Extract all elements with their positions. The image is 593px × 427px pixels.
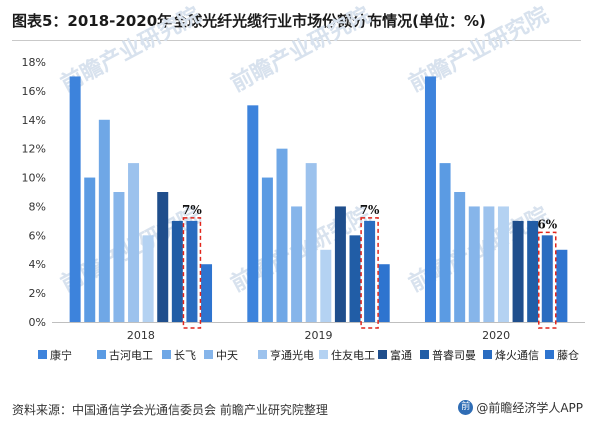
- x-tick-label: 2020: [482, 329, 510, 342]
- highlight-box: [182, 217, 202, 329]
- legend-swatch: [319, 350, 328, 359]
- legend-swatch: [162, 350, 171, 359]
- legend-swatch: [483, 350, 492, 359]
- bar: [113, 192, 125, 322]
- bar: [276, 148, 288, 322]
- y-tick-label: 14%: [22, 114, 46, 127]
- legend-swatch: [420, 350, 429, 359]
- highlight-box: [538, 231, 557, 329]
- bar: [364, 220, 376, 322]
- title-divider: [12, 40, 581, 41]
- bar: [541, 235, 553, 322]
- legend-swatch: [204, 350, 213, 359]
- legend-label: 亨通光电: [270, 348, 314, 362]
- annotation-label: 7%: [182, 203, 202, 217]
- y-tick-label: 16%: [22, 85, 46, 98]
- bar: [556, 249, 568, 322]
- legend-label: 中天: [216, 349, 238, 362]
- bar: [483, 206, 495, 322]
- legend-label: 长飞: [174, 349, 196, 362]
- chart-title: 图表5：2018-2020年全球光纤光缆行业市场份额分布情况(单位：%): [12, 12, 486, 30]
- bar: [84, 177, 96, 322]
- bar: [512, 220, 524, 322]
- y-tick-label: 2%: [29, 287, 46, 300]
- bar-chart: 前瞻产业研究院前瞻产业研究院前瞻产业研究院前瞻产业研究院前瞻产业研究院前瞻产业研…: [22, 2, 585, 362]
- legend-label: 藤仓: [557, 348, 579, 362]
- bar: [527, 220, 539, 322]
- bar: [171, 220, 183, 322]
- bar: [291, 206, 303, 322]
- bar: [497, 206, 509, 322]
- bar: [98, 119, 110, 323]
- bar: [378, 264, 390, 322]
- bar: [424, 76, 436, 322]
- bar: [247, 105, 259, 322]
- bar: [128, 163, 140, 322]
- legend-label: 富通: [390, 348, 412, 362]
- legend-label: 康宁: [50, 348, 72, 362]
- y-tick-label: 6%: [29, 229, 46, 242]
- y-tick-label: 18%: [22, 56, 46, 69]
- bar: [69, 76, 81, 322]
- brand-label: @前瞻经济学人APP: [476, 401, 583, 415]
- highlight-box: [360, 217, 379, 329]
- bar: [261, 177, 273, 322]
- bar: [334, 206, 346, 322]
- y-tick-label: 8%: [29, 200, 46, 213]
- bar: [320, 249, 332, 322]
- annotation-label: 6%: [537, 217, 557, 231]
- bar: [439, 163, 451, 322]
- legend-label: 烽火通信: [495, 349, 539, 362]
- bar: [349, 235, 361, 322]
- x-tick-label: 2019: [305, 329, 333, 342]
- annotation-label: 7%: [360, 203, 380, 217]
- brand-credit: 前 @前瞻经济学人APP: [458, 399, 583, 416]
- legend-swatch: [545, 350, 554, 359]
- y-tick-label: 12%: [22, 143, 46, 156]
- legend-swatch: [258, 350, 267, 359]
- bar: [186, 220, 198, 322]
- legend-swatch: [38, 350, 47, 359]
- bar: [305, 163, 317, 322]
- bar: [454, 192, 466, 322]
- legend-label: 住友电工: [331, 348, 375, 362]
- bar: [201, 264, 213, 322]
- bar: [142, 235, 154, 322]
- legend-swatch: [97, 350, 106, 359]
- y-tick-label: 0%: [29, 316, 46, 329]
- x-tick-label: 2018: [127, 329, 155, 342]
- watermark-text: 前瞻产业研究院: [227, 2, 375, 97]
- brand-logo-icon: 前: [458, 400, 474, 415]
- legend-label: 普睿司曼: [432, 348, 476, 362]
- legend-label: 古河电工: [109, 349, 153, 362]
- bar: [468, 206, 480, 322]
- y-tick-label: 4%: [29, 258, 46, 271]
- source-note: 资料来源：中国通信学会光通信委员会 前瞻产业研究院整理: [12, 403, 328, 417]
- y-tick-label: 10%: [22, 172, 46, 185]
- legend-swatch: [378, 350, 387, 359]
- bar: [157, 192, 169, 322]
